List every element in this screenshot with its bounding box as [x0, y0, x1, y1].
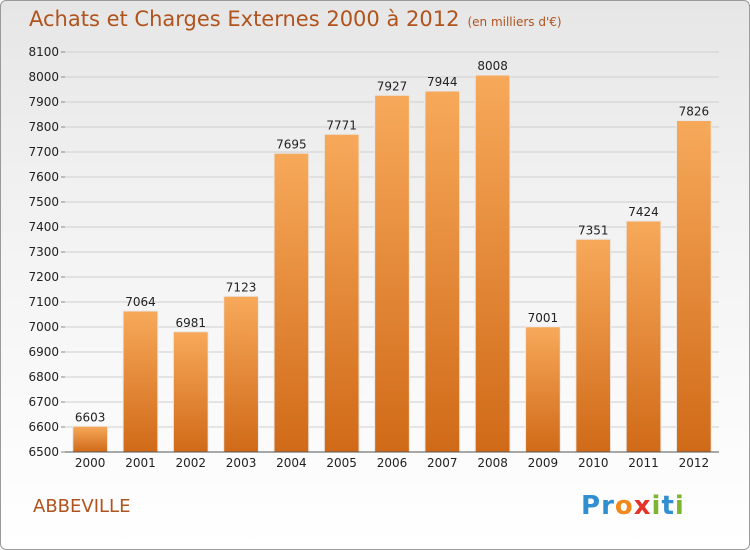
chart-title-text: Achats et Charges Externes 2000 à 2012 — [29, 7, 460, 31]
x-tick-label: 2000 — [75, 456, 106, 470]
data-label-2009: 7001 — [528, 311, 559, 325]
data-label-2003: 7123 — [226, 280, 257, 294]
x-axis-ticks: 2000 2001 2002 2003 2004 2005 2006 2007 2008 2009… — [75, 456, 709, 470]
bar-2009 — [525, 326, 561, 453]
logo-letter: o — [614, 491, 634, 521]
bar-2000 — [72, 425, 109, 453]
y-tick-label: 7100 — [28, 295, 59, 309]
y-tick-label: 7700 — [28, 145, 59, 159]
logo-letter: i — [674, 491, 685, 521]
logo-letter: r — [601, 491, 615, 521]
data-label-2005: 7771 — [326, 118, 357, 132]
logo-letter: P — [581, 491, 602, 521]
x-tick-label: 2007 — [427, 456, 458, 470]
x-tick-label: 2002 — [175, 456, 206, 470]
logo-letter: x — [633, 491, 652, 521]
bar-2011 — [625, 220, 662, 453]
y-tick-label: 6600 — [28, 420, 59, 434]
bar-2010 — [575, 238, 612, 453]
y-tick-label: 7300 — [28, 245, 59, 259]
bar-2002 — [172, 331, 209, 453]
bar-2003 — [223, 295, 259, 453]
y-tick-label: 7000 — [28, 320, 59, 334]
data-label-2002: 6981 — [175, 316, 206, 330]
y-tick-label: 7200 — [28, 270, 59, 284]
data-labels: 6603 7064 6981 7123 7695 7771 7927 7944 8008 7001… — [75, 59, 709, 424]
data-label-2001: 7064 — [125, 295, 156, 309]
y-tick-label: 7600 — [28, 170, 59, 184]
chart-unit: (en milliers d'€) — [467, 15, 562, 29]
y-tick-label: 6500 — [28, 445, 59, 459]
y-tick-label: 6900 — [28, 345, 59, 359]
x-tick-label: 2008 — [477, 456, 508, 470]
x-tick-label: 2001 — [125, 456, 156, 470]
x-tick-label: 2006 — [377, 456, 408, 470]
bars — [72, 74, 712, 453]
y-axis-ticks: 6500 6600 6700 6800 6900 7000 7100 7200 7300 7400… — [28, 45, 65, 459]
x-tick-label: 2003 — [226, 456, 257, 470]
x-tick-label: 2004 — [276, 456, 307, 470]
x-tick-label: 2010 — [578, 456, 609, 470]
bar-2007 — [424, 90, 461, 453]
y-tick-label: 8100 — [28, 45, 59, 59]
x-tick-label: 2009 — [528, 456, 559, 470]
y-tick-label: 7900 — [28, 95, 59, 109]
logo-letter: t — [661, 491, 675, 521]
data-label-2006: 7927 — [377, 79, 408, 93]
y-tick-label: 8000 — [28, 70, 59, 84]
x-tick-label: 2011 — [628, 456, 659, 470]
data-label-2010: 7351 — [578, 223, 609, 237]
data-label-2000: 6603 — [75, 410, 106, 424]
data-label-2007: 7944 — [427, 75, 458, 89]
data-label-2012: 7826 — [679, 105, 710, 119]
proxiti-logo[interactable]: Proxiti — [581, 491, 685, 521]
y-tick-label: 7800 — [28, 120, 59, 134]
bar-2012 — [675, 120, 712, 453]
bar-chart: 6500 6600 6700 6800 6900 7000 7100 7200 7300 7400… — [28, 45, 719, 470]
data-label-2011: 7424 — [628, 205, 659, 219]
chart-title: Achats et Charges Externes 2000 à 2012 (e… — [29, 7, 562, 31]
y-tick-label: 6800 — [28, 370, 59, 384]
y-tick-label: 7400 — [28, 220, 59, 234]
y-tick-label: 6700 — [28, 395, 59, 409]
bar-2001 — [122, 310, 159, 453]
logo-letter: i — [651, 491, 662, 521]
city-name: ABBEVILLE — [33, 496, 131, 517]
x-tick-label: 2012 — [679, 456, 710, 470]
bar-2006 — [374, 94, 410, 453]
bar-2004 — [273, 152, 310, 453]
data-label-2004: 7695 — [276, 137, 307, 151]
x-tick-label: 2005 — [326, 456, 357, 470]
bar-2005 — [323, 133, 360, 453]
y-tick-label: 7500 — [28, 195, 59, 209]
bar-2008 — [474, 74, 511, 453]
data-label-2008: 8008 — [477, 59, 508, 73]
